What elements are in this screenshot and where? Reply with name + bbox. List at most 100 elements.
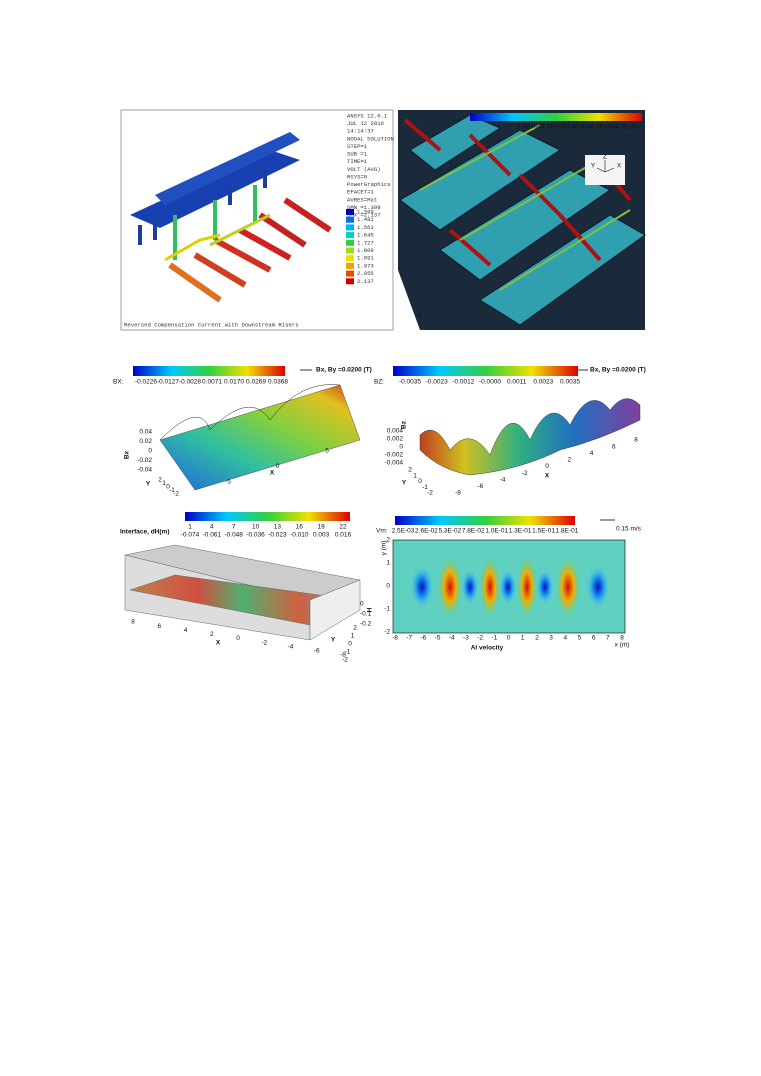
y-tick-label: -2 — [384, 629, 390, 636]
colorbar-prefix: Vm: — [376, 528, 388, 535]
y-tick-label: 1 — [386, 560, 390, 567]
colorbar — [395, 516, 575, 525]
x-tick-label: 7 — [606, 635, 610, 642]
x-tick-label: 4 — [563, 635, 567, 642]
colorbar-label: 0.003 — [313, 532, 330, 539]
axis-label: Y — [402, 480, 407, 487]
figure-caption: Al velocity — [471, 645, 504, 652]
colorbar-label: 4.7E+04 — [615, 124, 640, 131]
y-tick-label: 0 — [386, 583, 390, 590]
x-tick-label: 2 — [567, 457, 571, 464]
x-tick-label: 6 — [157, 623, 161, 630]
z-tick-label: -0.02 — [137, 457, 152, 464]
axis-label: Y — [331, 637, 336, 644]
colorbar-label: 1.0E-01 — [485, 528, 508, 535]
legend-value: 1.399 — [357, 208, 374, 215]
x-tick-label: 4 — [184, 627, 188, 634]
z-tick-label: 0.02 — [139, 438, 152, 445]
z-tick-label: -0.2 — [360, 621, 372, 628]
legend-title: Bx, By =0.0200 (T) — [316, 367, 372, 374]
axis-label: Y — [591, 163, 596, 170]
axis-label: Y — [146, 481, 151, 488]
colorbar-level: 7 — [232, 524, 236, 531]
legend-swatch — [346, 232, 354, 239]
solution-info: PowerGraphics — [347, 181, 391, 188]
colorbar-label: -0.074 — [181, 532, 200, 539]
legend-value: 1.973 — [357, 262, 374, 269]
colorbar-prefix: BZ: — [374, 379, 384, 386]
legend-swatch — [346, 247, 354, 254]
y-tick-label: 2 — [158, 477, 162, 484]
axis-label: Bz — [401, 420, 408, 429]
y-tick-label: -2 — [427, 490, 433, 497]
surface — [159, 384, 361, 491]
x-tick-label: 3 — [549, 635, 553, 642]
axis-label: x (m) — [615, 642, 630, 649]
model-illustration — [130, 132, 332, 303]
x-tick-label: -2 — [522, 470, 528, 477]
x-tick-label: 0 — [276, 463, 280, 470]
legend-value: 1.891 — [357, 255, 374, 262]
colorbar-label: 1.8E-01 — [556, 528, 579, 535]
x-tick-label: -4 — [500, 476, 506, 483]
surface-ridge — [159, 384, 341, 441]
solution-info: RSYS=0 — [347, 173, 368, 180]
colorbar-label: 0.0368 — [268, 379, 288, 386]
solution-info: SMN =1.399 — [347, 204, 381, 211]
colorbar-level: 13 — [274, 524, 282, 531]
x-tick-label: -6 — [314, 648, 320, 655]
z-tick-label: -0.04 — [137, 467, 152, 474]
legend-value: 1.645 — [357, 232, 374, 239]
render-corner — [398, 270, 420, 330]
x-tick-label: 8 — [634, 437, 638, 444]
x-tick-label: 2 — [535, 635, 539, 642]
x-tick-label: -4 — [288, 643, 294, 650]
x-tick-label: 6 — [592, 635, 596, 642]
colorbar-label: -0.0127 — [157, 379, 179, 386]
y-tick-label: -1 — [169, 487, 175, 494]
colorbar-label: 3.4E+04 — [566, 124, 591, 131]
colorbar-label: -0.048 — [224, 532, 243, 539]
legend-swatch — [346, 209, 354, 215]
colorbar-label: 2.6E-02 — [415, 528, 438, 535]
reference-label: 0.15 m/s — [616, 526, 642, 533]
y-tick-label: 0 — [166, 484, 170, 491]
x-tick-label: -7 — [406, 635, 412, 642]
y-tick-label: -2 — [342, 657, 348, 664]
axis-label: Z — [603, 154, 607, 161]
z-tick-label: 0 — [360, 601, 364, 608]
colorbar-label: 0.016 — [335, 532, 352, 539]
solution-info: SUB =1 — [347, 151, 368, 158]
x-tick-label: 0 — [507, 635, 511, 642]
colorbar-prefix: BX: — [113, 379, 124, 386]
x-tick-label: 5 — [325, 448, 329, 455]
colorbar-label: 0.0035 — [560, 379, 580, 386]
solution-info: NODAL SOLUTION — [347, 135, 394, 142]
y-tick-label: 0 — [348, 641, 352, 648]
x-tick-label: -6 — [477, 483, 483, 490]
y-tick-label: 2 — [386, 537, 390, 544]
z-tick-label: 0.002 — [387, 436, 404, 443]
x-tick-label: -5 — [225, 479, 231, 486]
colorbar-label: 0.0269 — [246, 379, 266, 386]
colorbar-level: 16 — [296, 524, 304, 531]
solution-info: AVRES=Mat — [347, 196, 377, 203]
x-tick-label: 0 — [545, 463, 549, 470]
colorbar-label: -0.0035 — [399, 379, 421, 386]
y-tick-label: 2 — [353, 625, 357, 632]
colorbar-label: 4.0E+04 — [590, 124, 615, 131]
z-tick-label: 0.04 — [139, 429, 152, 436]
y-tick-label: 1 — [413, 472, 417, 479]
legend-title: Interface, dH(m) — [120, 529, 169, 536]
z-tick-label: -0.1 — [360, 611, 372, 618]
colorbar-label: -0.0226 — [135, 379, 157, 386]
legend-swatch — [346, 278, 354, 285]
axis-label: H — [367, 607, 374, 612]
solution-info: TIME=1 — [347, 158, 368, 165]
colorbar-label: -0.036 — [246, 532, 265, 539]
x-tick-label: -5 — [435, 635, 441, 642]
x-tick-label: 0 — [236, 635, 240, 642]
colorbar-level: 4 — [210, 524, 214, 531]
